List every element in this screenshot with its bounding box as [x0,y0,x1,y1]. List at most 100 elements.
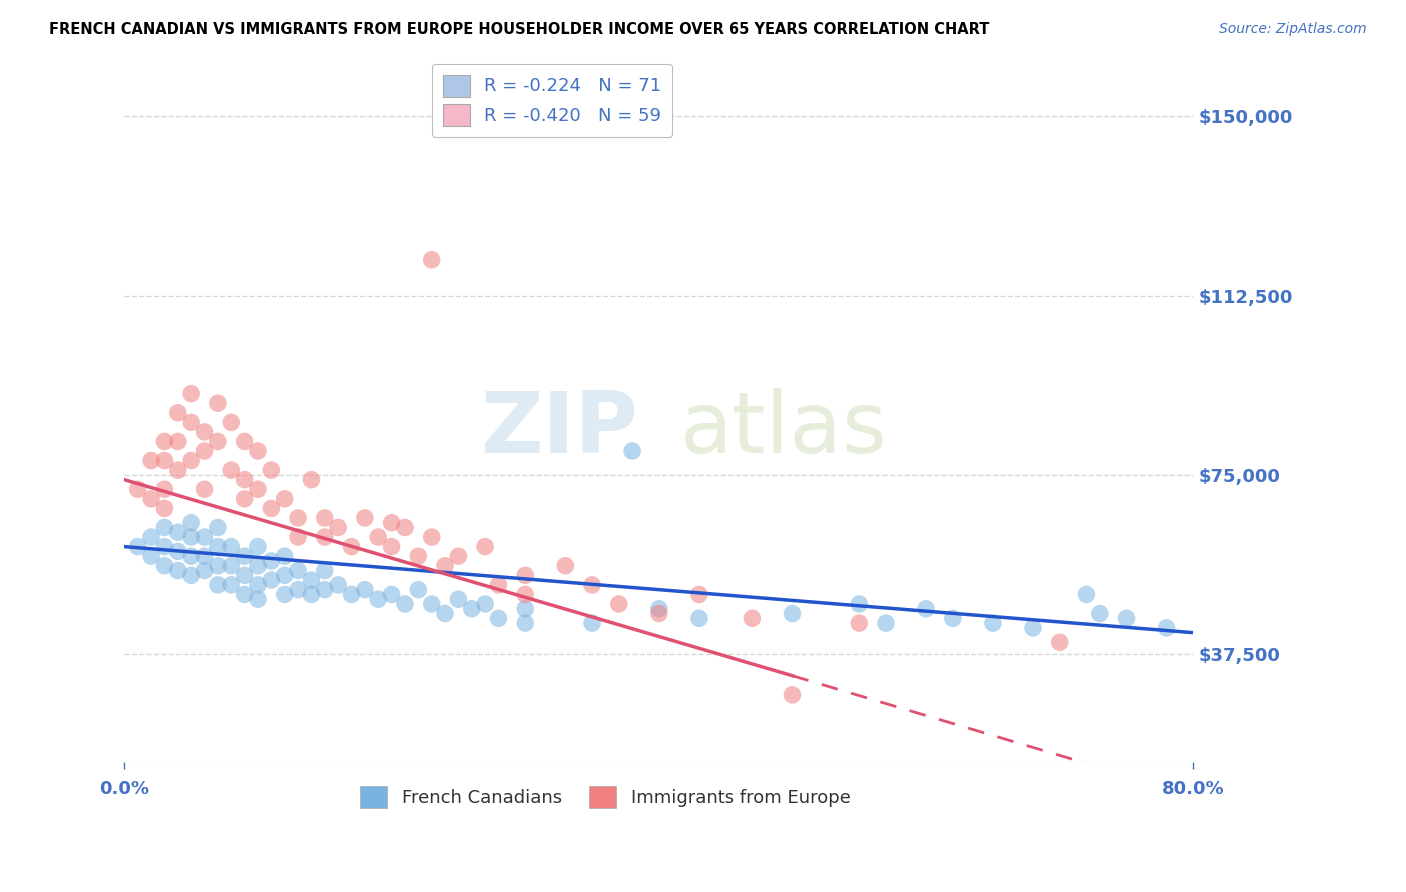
Point [314,582,336,597]
Point [180,453,202,467]
Point [246,592,269,607]
Point [246,482,269,496]
Point [381,516,404,530]
Point [139,491,162,506]
Point [139,530,162,544]
Point [434,607,457,621]
Point [233,568,256,582]
Point [1049,635,1071,649]
Point [394,597,416,611]
Point [474,540,496,554]
Point [621,444,644,458]
Text: FRENCH CANADIAN VS IMMIGRANTS FROM EUROPE HOUSEHOLDER INCOME OVER 65 YEARS CORRE: FRENCH CANADIAN VS IMMIGRANTS FROM EUROP… [49,22,990,37]
Point [273,491,295,506]
Point [273,549,295,564]
Point [942,611,965,625]
Point [420,597,443,611]
Point [180,516,202,530]
Point [782,607,804,621]
Point [381,587,404,601]
Point [340,587,363,601]
Point [461,601,484,615]
Point [193,549,215,564]
Point [354,511,377,525]
Point [180,568,202,582]
Point [741,611,763,625]
Point [1076,587,1098,601]
Point [153,501,176,516]
Point [447,592,470,607]
Point [153,482,176,496]
Point [260,573,283,587]
Point [981,616,1004,631]
Point [180,530,202,544]
Point [581,616,603,631]
Point [273,568,295,582]
Point [207,558,229,573]
Point [434,558,457,573]
Point [314,530,336,544]
Point [340,540,363,554]
Point [153,558,176,573]
Point [219,415,242,429]
Point [233,491,256,506]
Point [233,587,256,601]
Point [875,616,897,631]
Point [246,558,269,573]
Point [166,434,188,449]
Point [1115,611,1137,625]
Point [219,578,242,592]
Point [287,530,309,544]
Point [166,525,188,540]
Point [515,568,537,582]
Point [381,540,404,554]
Point [127,540,149,554]
Point [153,453,176,467]
Point [1156,621,1178,635]
Point [273,587,295,601]
Point [153,540,176,554]
Point [287,582,309,597]
Point [328,520,350,534]
Point [260,463,283,477]
Point [915,601,938,615]
Point [447,549,470,564]
Point [207,578,229,592]
Point [166,406,188,420]
Point [219,463,242,477]
Point [420,530,443,544]
Point [139,453,162,467]
Point [581,578,603,592]
Point [166,544,188,558]
Point [314,564,336,578]
Point [180,386,202,401]
Point [139,549,162,564]
Point [688,611,710,625]
Point [233,434,256,449]
Point [688,587,710,601]
Point [301,473,323,487]
Point [607,597,630,611]
Point [180,415,202,429]
Point [233,549,256,564]
Point [287,564,309,578]
Point [474,597,496,611]
Point [367,592,389,607]
Point [246,540,269,554]
Point [219,558,242,573]
Point [1088,607,1111,621]
Point [193,444,215,458]
Point [328,578,350,592]
Point [420,252,443,267]
Point [942,779,965,793]
Point [153,520,176,534]
Point [515,616,537,631]
Point [408,582,430,597]
Point [301,573,323,587]
Point [848,616,870,631]
Point [488,611,510,625]
Text: Source: ZipAtlas.com: Source: ZipAtlas.com [1219,22,1367,37]
Point [246,578,269,592]
Point [488,578,510,592]
Point [367,530,389,544]
